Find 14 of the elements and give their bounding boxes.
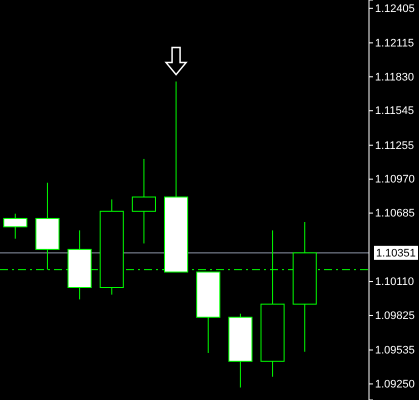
y-tick-label: 1.10110 [375, 276, 414, 288]
y-tick-label: 1.12115 [375, 37, 414, 50]
y-tick-label: 1.09825 [375, 310, 415, 322]
y-tick-label: 1.12405 [375, 2, 415, 15]
y-tick-label: 1.09535 [375, 344, 415, 357]
y-tick-label: 1.10685 [375, 208, 415, 220]
y-tick-label: 1.11545 [375, 105, 414, 118]
y-tick-label: 1.11830 [375, 71, 414, 84]
y-tick-label: 1.09250 [375, 378, 415, 390]
candlestick [3, 213, 28, 240]
candlestick [132, 158, 156, 244]
ref-line-label: 1.10351 [376, 248, 416, 260]
y-tick-label: 1.10970 [375, 174, 415, 186]
y-tick-label: 1.11255 [375, 140, 414, 152]
